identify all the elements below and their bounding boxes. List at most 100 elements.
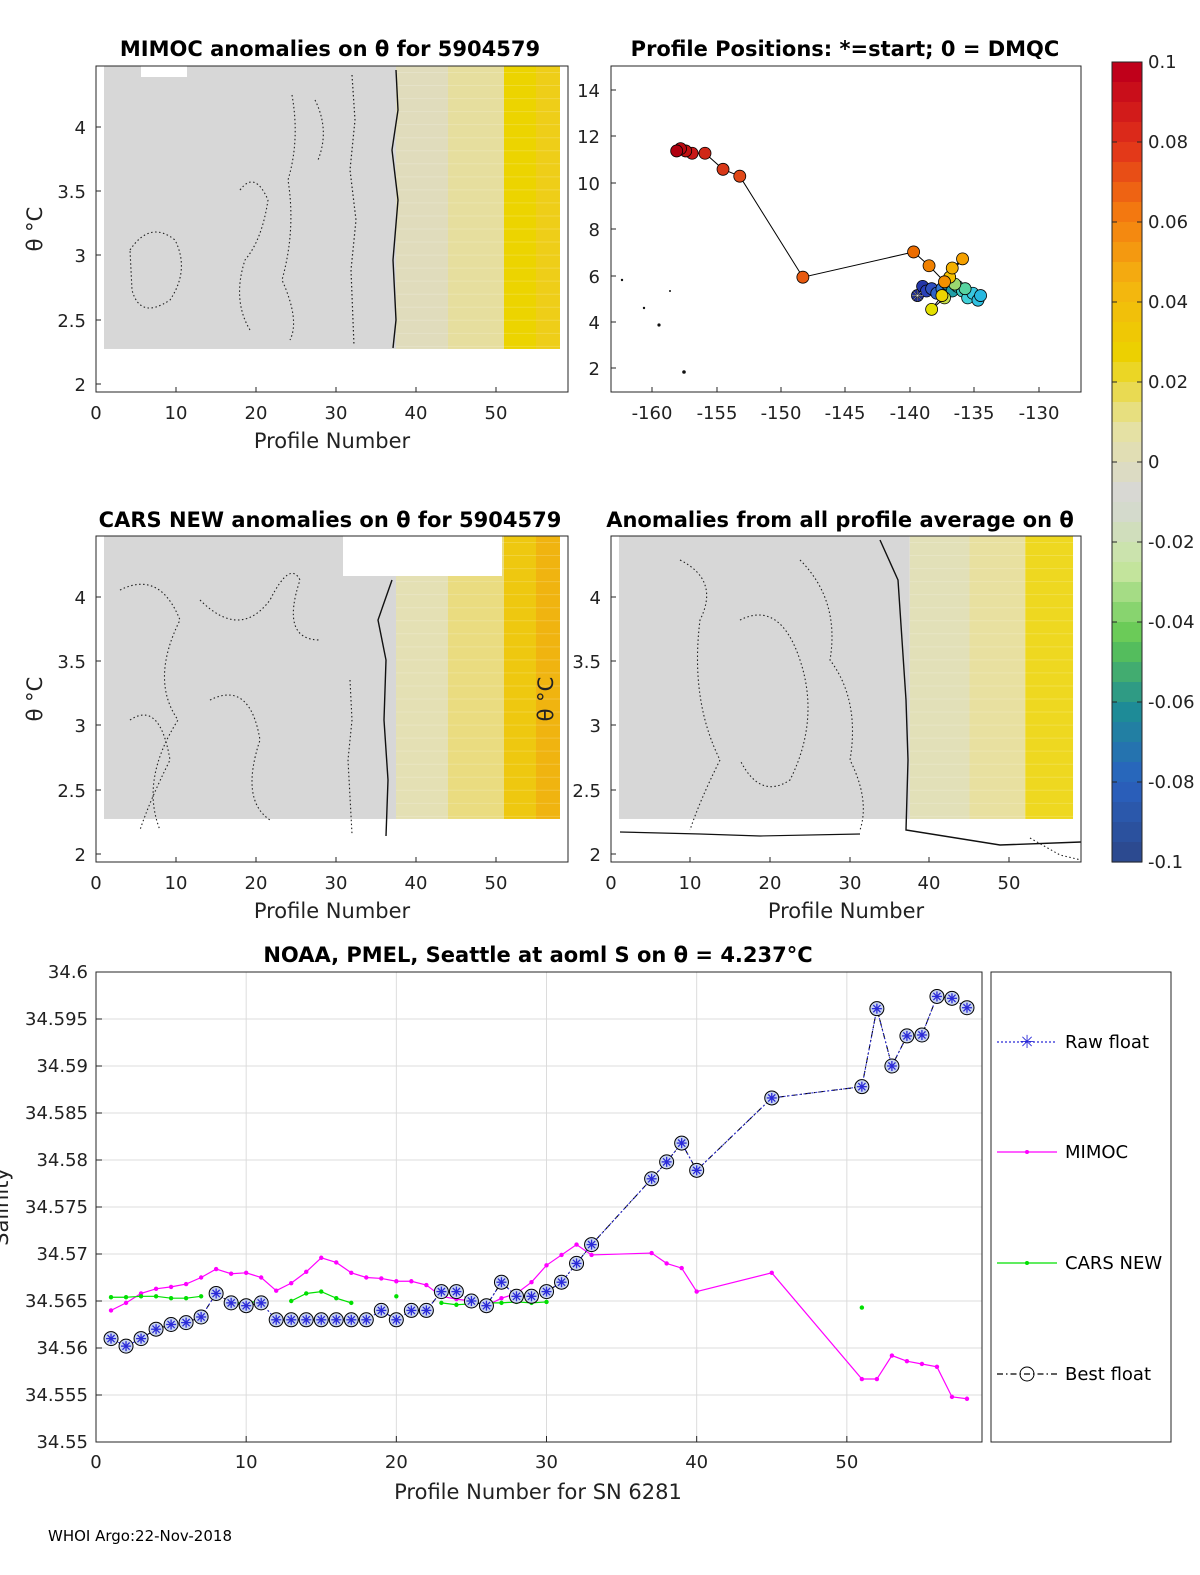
cars-title: CARS NEW anomalies on θ for 5904579	[99, 508, 562, 532]
asterisk-marker-icon: ✳	[1019, 1032, 1034, 1053]
cars-point	[168, 1295, 174, 1301]
salinity-xtick: 20	[385, 1452, 408, 1473]
mimoc-point	[379, 1276, 384, 1281]
raw-float-point	[136, 1333, 147, 1344]
allavg-ytick: 2	[590, 845, 601, 866]
cars-xtick: 40	[405, 873, 428, 894]
mimoc-missing-area	[141, 66, 187, 77]
raw-float-point	[931, 991, 942, 1002]
raw-float-point	[511, 1291, 522, 1302]
colorbar-cell	[1112, 782, 1142, 803]
cars-point	[454, 1302, 459, 1307]
raw-float-point	[946, 993, 957, 1004]
mimoc-xtick: 0	[90, 403, 101, 424]
mimoc-xlabel: Profile Number	[254, 429, 411, 453]
allavg-ylabel: θ °C	[534, 677, 558, 722]
legend-mimoc: MIMOC	[997, 1142, 1128, 1163]
colorbar-cell	[1112, 282, 1142, 303]
mimoc-point	[874, 1376, 880, 1382]
colorbar-cell	[1112, 522, 1142, 543]
allavg-tick-marks	[611, 596, 1010, 862]
mimoc-xtick: 20	[245, 403, 268, 424]
colorbar-tick-label: -0.1	[1148, 852, 1183, 873]
colorbar-cell	[1112, 442, 1142, 463]
salinity-panel: NOAA, PMEL, Seattle at aoml S on θ = 4.2…	[0, 943, 1172, 1504]
mimoc-xtick: 50	[485, 403, 508, 424]
allavg-xtick: 0	[605, 873, 616, 894]
profile-position-point	[907, 245, 921, 259]
cars-ytick: 4	[75, 588, 86, 609]
mimoc-point	[589, 1252, 594, 1258]
profile-position-point	[938, 275, 951, 289]
profile-position-point	[733, 169, 747, 183]
salinity-title: NOAA, PMEL, Seattle at aoml S on θ = 4.2…	[263, 943, 812, 967]
raw-float-point	[646, 1173, 657, 1184]
heatmap-band	[1025, 536, 1074, 819]
mimoc-axes	[95, 65, 569, 393]
legend-label-mimoc: MIMOC	[1065, 1142, 1128, 1163]
mimoc-xtick: 30	[325, 403, 348, 424]
mimoc-point	[243, 1270, 249, 1276]
raw-float-point	[526, 1291, 537, 1302]
profile-position-point	[796, 270, 810, 284]
mimoc-ytick: 3.5	[57, 182, 86, 203]
cars-contours	[119, 572, 393, 837]
colorbar-cell	[1112, 262, 1142, 283]
mimoc-point	[258, 1275, 264, 1280]
mimoc-point	[349, 1270, 354, 1276]
cars-point	[138, 1294, 144, 1299]
allavg-title: Anomalies from all profile average on θ	[606, 508, 1074, 532]
cars-axes	[95, 535, 569, 863]
mimoc-point	[334, 1260, 339, 1265]
mimoc-point	[183, 1281, 189, 1287]
heatmap-band	[969, 536, 1026, 819]
allavg-xtick: 50	[998, 873, 1021, 894]
raw-float-point	[766, 1092, 777, 1103]
mimoc-point	[153, 1286, 159, 1291]
allavg-ytick: 3.5	[572, 652, 601, 673]
heatmap-band	[618, 536, 910, 819]
cars-ytick: 2.5	[57, 781, 86, 802]
cars-point	[334, 1295, 339, 1301]
mimoc-point	[664, 1261, 669, 1266]
positions-xtick: -140	[890, 403, 931, 424]
positions-xtick: -160	[632, 403, 673, 424]
legend-raw-float: ✳ Raw float	[997, 1032, 1149, 1053]
positions-title: Profile Positions: *=start; 0 = DMQC	[631, 37, 1060, 61]
cars-missing-area	[343, 536, 502, 576]
salinity-xtick: 10	[235, 1452, 258, 1473]
colorbar-cell	[1112, 242, 1142, 263]
salinity-ytick: 34.57	[36, 1244, 88, 1265]
cars-ytick: 3.5	[57, 652, 86, 673]
colorbar-cell	[1112, 462, 1142, 483]
cars-point	[319, 1289, 324, 1294]
raw-float-point	[406, 1305, 417, 1316]
cars-point	[198, 1294, 204, 1299]
profile-position-point	[956, 252, 969, 266]
colorbar-cell	[1112, 322, 1142, 343]
heatmap-band	[104, 536, 396, 819]
raw-float-point	[256, 1297, 267, 1308]
positions-ytick: 4	[589, 313, 600, 334]
mimoc-xtick: 10	[165, 403, 188, 424]
legend-label-best: Best float	[1065, 1364, 1151, 1385]
positions-ytick: 6	[589, 267, 600, 288]
allavg-xticks: 0 10 20 30 40 50	[605, 873, 1020, 894]
profile-position-point	[974, 289, 987, 302]
positions-panel: Profile Positions: *=start; 0 = DMQC ✳ -…	[577, 37, 1082, 424]
mimoc-ytick: 2.5	[57, 311, 86, 332]
allavg-xtick: 40	[918, 873, 941, 894]
allavg-contours	[619, 539, 1081, 861]
raw-float-point	[391, 1314, 402, 1325]
positions-xtick: -145	[825, 403, 866, 424]
cars-point	[108, 1295, 114, 1300]
heatmap-band	[536, 66, 560, 349]
raw-float-line	[110, 995, 968, 1347]
colorbar-cell	[1112, 702, 1142, 723]
cars-xtick: 50	[485, 873, 508, 894]
legend-box	[990, 971, 1172, 1443]
mimoc-point	[559, 1252, 564, 1258]
raw-float-point	[376, 1305, 387, 1316]
heatmap-band	[504, 536, 536, 819]
colorbar-tick-label: 0.02	[1148, 372, 1188, 393]
